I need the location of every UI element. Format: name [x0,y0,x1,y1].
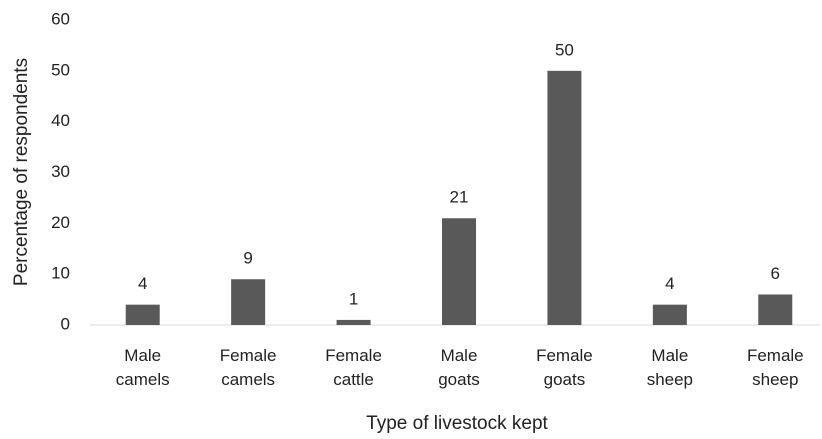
data-label: 6 [771,264,780,283]
y-tick-label: 60 [51,9,70,28]
data-label: 4 [665,274,674,293]
data-label: 9 [243,249,252,268]
bar [125,304,160,325]
x-tick-label: Male sheep [647,346,693,389]
y-tick-label: 30 [51,162,70,181]
data-label: 21 [450,188,469,207]
y-tick-label: 0 [61,314,70,333]
y-tick-label: 50 [51,60,70,79]
y-tick-label: 20 [51,213,70,232]
y-tick-label: 40 [51,111,70,130]
x-tick-label: Female cattle [325,346,382,389]
bar [547,70,582,325]
x-tick-label: Female sheep [747,346,804,389]
x-axis-title: Type of livestock kept [366,413,548,434]
bar [231,279,266,325]
data-label: 50 [555,40,574,59]
x-tick-label: Female goats [536,346,593,389]
x-tick-label: Female camels [220,346,277,389]
bar [652,304,687,325]
bar [442,218,476,325]
bar [336,319,371,325]
y-axis-title: Percentage of respondents [11,58,32,286]
x-tick-label: Male goats [438,346,480,389]
x-tick-label: Male camels [116,346,170,389]
y-tick-label: 10 [51,264,70,283]
bar [758,294,793,325]
data-label: 1 [349,289,358,308]
data-label: 4 [138,274,147,293]
